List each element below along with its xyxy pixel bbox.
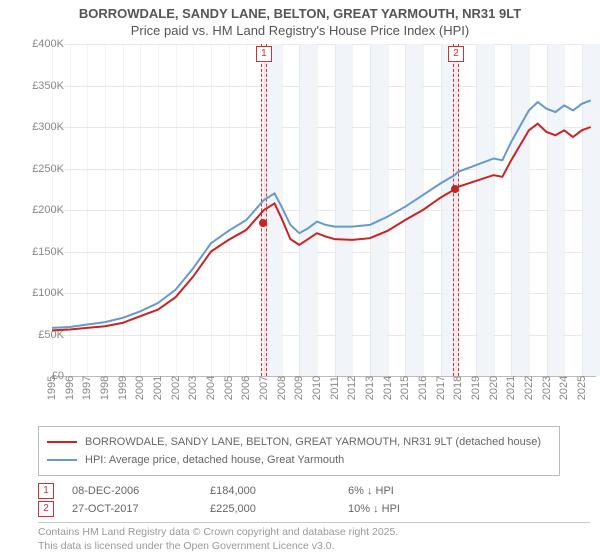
chart-area: £0£50K£100K£150K£200K£250K£300K£350K£400… xyxy=(36,40,596,400)
x-axis-label: 2012 xyxy=(346,376,358,400)
title-line-1: BORROWDALE, SANDY LANE, BELTON, GREAT YA… xyxy=(0,6,600,21)
annotation-row: 1 08-DEC-2006 £184,000 6% ↓ HPI xyxy=(38,482,560,500)
x-axis-label: 2021 xyxy=(505,376,517,400)
legend-item: HPI: Average price, detached house, Grea… xyxy=(47,451,551,469)
plot-region: £0£50K£100K£150K£200K£250K£300K£350K£400… xyxy=(52,44,596,377)
chart-flag: 2 xyxy=(448,46,464,62)
x-axis-label: 2018 xyxy=(452,376,464,400)
x-axis-label: 2006 xyxy=(240,376,252,400)
x-axis-label: 2017 xyxy=(435,376,447,400)
x-axis-label: 2008 xyxy=(276,376,288,400)
x-axis-label: 2005 xyxy=(223,376,235,400)
x-axis-label: 2001 xyxy=(152,376,164,400)
legend-label: HPI: Average price, detached house, Grea… xyxy=(85,454,344,466)
footer-line-1: Contains HM Land Registry data © Crown c… xyxy=(38,526,590,540)
legend-box: BORROWDALE, SANDY LANE, BELTON, GREAT YA… xyxy=(38,426,560,476)
annotation-flag: 2 xyxy=(38,501,54,517)
annotation-row: 2 27-OCT-2017 £225,000 10% ↓ HPI xyxy=(38,500,560,518)
legend-swatch xyxy=(47,441,77,443)
annotation-diff: 10% ↓ HPI xyxy=(348,503,488,515)
x-axis-label: 2002 xyxy=(170,376,182,400)
annotation-date: 08-DEC-2006 xyxy=(72,485,192,497)
x-axis-label: 1996 xyxy=(64,376,76,400)
legend-item: BORROWDALE, SANDY LANE, BELTON, GREAT YA… xyxy=(47,433,551,451)
x-axis-label: 1998 xyxy=(99,376,111,400)
x-axis-label: 2009 xyxy=(293,376,305,400)
x-axis-label: 2020 xyxy=(488,376,500,400)
x-axis-label: 2000 xyxy=(134,376,146,400)
chart-title: BORROWDALE, SANDY LANE, BELTON, GREAT YA… xyxy=(0,0,600,40)
annotation-flag: 1 xyxy=(38,483,54,499)
x-axis-label: 2007 xyxy=(258,376,270,400)
annotation-price: £184,000 xyxy=(210,485,330,497)
legend-label: BORROWDALE, SANDY LANE, BELTON, GREAT YA… xyxy=(85,436,541,448)
x-axis-label: 1999 xyxy=(117,376,129,400)
x-axis-label: 1997 xyxy=(81,376,93,400)
x-axis-label: 2016 xyxy=(417,376,429,400)
x-axis-label: 1995 xyxy=(46,376,58,400)
x-axis-label: 2004 xyxy=(205,376,217,400)
x-axis-label: 2019 xyxy=(470,376,482,400)
footer-line-2: This data is licensed under the Open Gov… xyxy=(38,540,590,554)
x-axis-label: 2023 xyxy=(541,376,553,400)
x-axis-label: 2010 xyxy=(311,376,323,400)
x-axis-label: 2003 xyxy=(187,376,199,400)
annotation-price: £225,000 xyxy=(210,503,330,515)
annotation-date: 27-OCT-2017 xyxy=(72,503,192,515)
annotation-diff: 6% ↓ HPI xyxy=(348,485,488,497)
x-axis-label: 2022 xyxy=(523,376,535,400)
annotation-table: 1 08-DEC-2006 £184,000 6% ↓ HPI 2 27-OCT… xyxy=(38,482,560,518)
chart-flag: 1 xyxy=(256,46,272,62)
x-axis-label: 2025 xyxy=(576,376,588,400)
footer-attribution: Contains HM Land Registry data © Crown c… xyxy=(38,522,590,553)
title-line-2: Price paid vs. HM Land Registry's House … xyxy=(0,23,600,38)
x-axis-label: 2014 xyxy=(382,376,394,400)
x-axis-label: 2011 xyxy=(329,376,341,400)
x-axis-label: 2015 xyxy=(399,376,411,400)
legend-swatch xyxy=(47,459,77,461)
x-axis-label: 2013 xyxy=(364,376,376,400)
line-series-svg xyxy=(52,44,596,376)
x-axis-label: 2024 xyxy=(558,376,570,400)
